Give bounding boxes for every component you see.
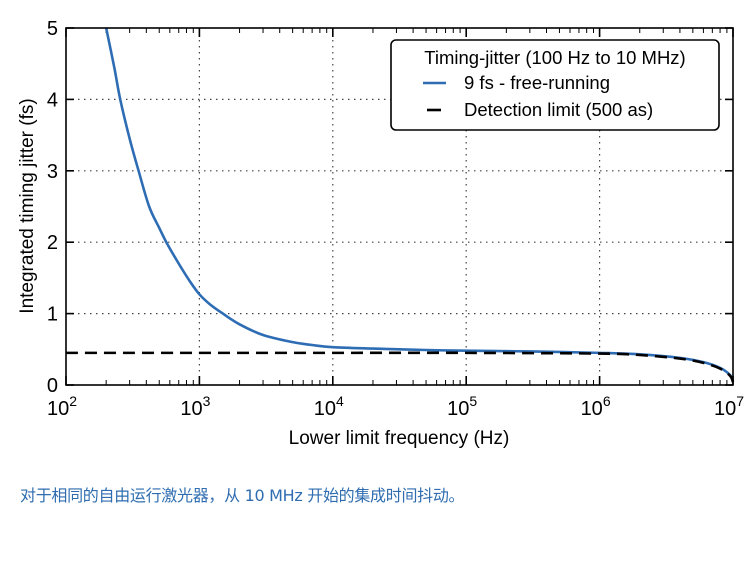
- y-tick-labels: 0 1 2 3 4 5: [47, 18, 58, 397]
- y-tick-label: 3: [47, 161, 58, 183]
- legend-label-free-running: 9 fs - free-running: [464, 72, 610, 93]
- minor-ticks: [105, 28, 728, 385]
- series-line-detection-limit: [66, 351, 735, 383]
- y-tick-label: 4: [47, 89, 58, 111]
- y-tick-label: 0: [47, 375, 58, 397]
- x-tick-label: 103: [180, 393, 210, 420]
- series-layer: [66, 27, 735, 383]
- y-tick-label: 5: [47, 18, 58, 40]
- y-axis-label: Integrated timing jitter (fs): [17, 98, 38, 313]
- legend-box: [390, 39, 720, 131]
- x-tick-labels: 102 103 104 105 106 107: [47, 393, 744, 420]
- y-tick-label: 1: [47, 304, 58, 326]
- plot-frame: [65, 27, 734, 386]
- x-tick-label: 105: [447, 393, 477, 420]
- x-tick-label: 106: [581, 393, 611, 420]
- x-axis-label: Lower limit frequency (Hz): [289, 428, 510, 449]
- legend-label-detection-limit: Detection limit (500 as): [464, 99, 653, 120]
- series-line-free-running: [104, 27, 735, 382]
- legend-title: Timing-jitter (100 Hz to 10 MHz): [424, 47, 685, 68]
- x-tick-label: 104: [314, 393, 344, 420]
- x-tick-label: 107: [714, 393, 744, 420]
- y-tick-label: 2: [47, 232, 58, 254]
- major-ticks: [65, 27, 734, 386]
- x-tick-label: 102: [47, 393, 77, 420]
- figure-caption: 对于相同的自由运行激光器，从 10 MHz 开始的集成时间抖动。: [20, 486, 465, 505]
- legend: Timing-jitter (100 Hz to 10 MHz) 9 fs - …: [390, 39, 720, 131]
- jitter-chart: 0 1 2 3 4 5 102 103 104 105 106 107 Lower limit fr…: [17, 18, 744, 449]
